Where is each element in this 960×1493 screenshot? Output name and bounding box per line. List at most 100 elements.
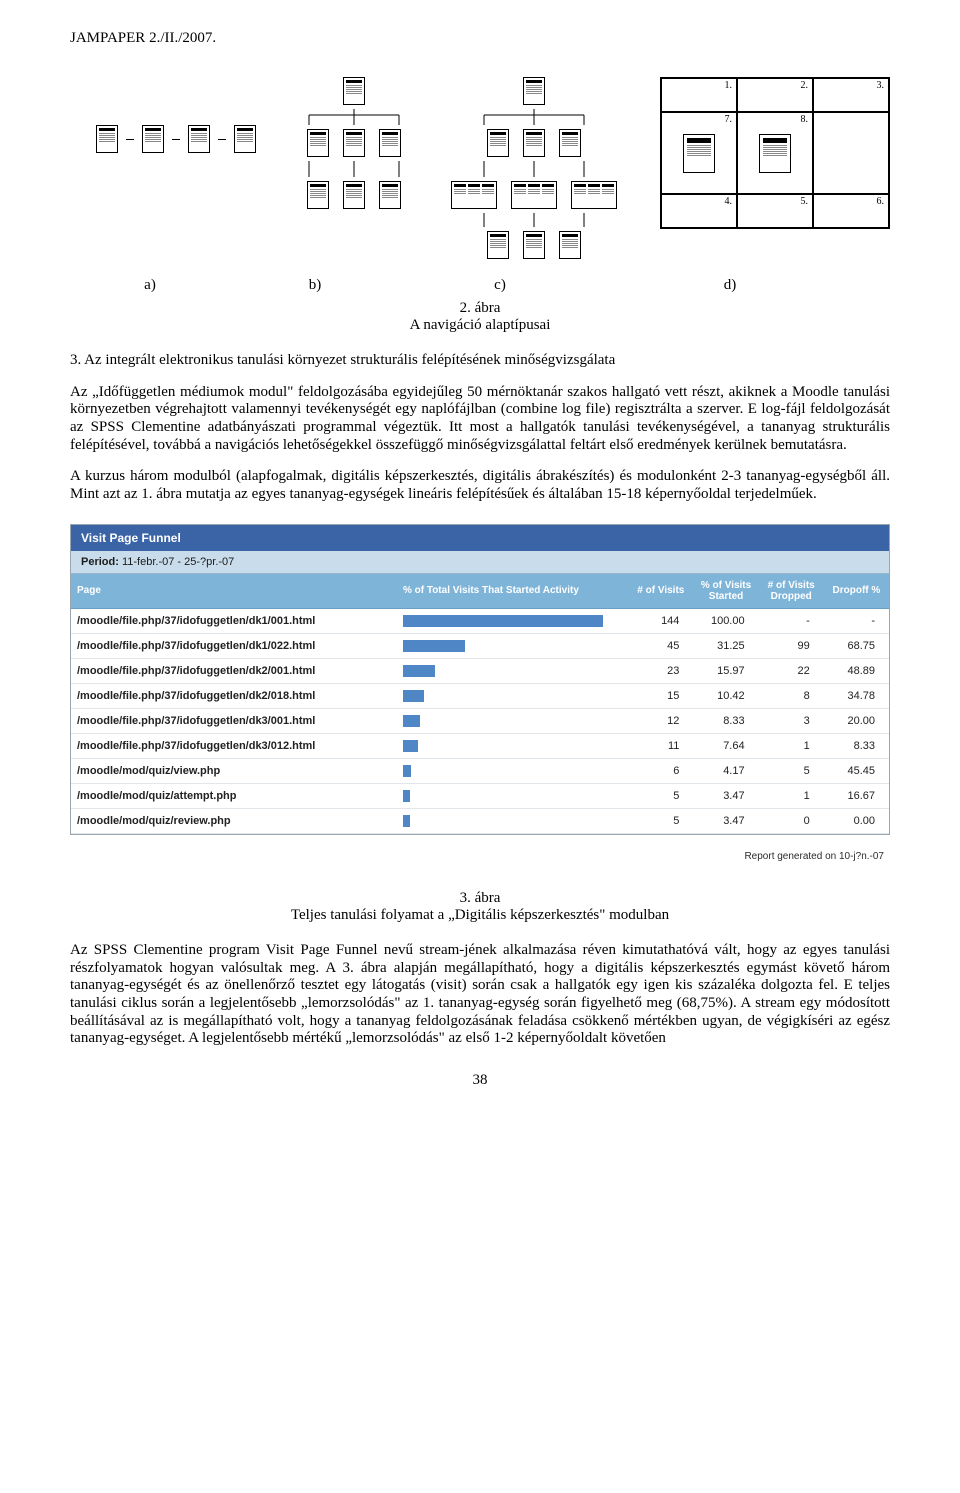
cell-number: 3.: [876, 80, 884, 91]
cell-bar: [397, 708, 628, 733]
table-row: /moodle/file.php/37/idofuggetlen/dk2/018…: [71, 683, 889, 708]
col-dropoff: Dropoff %: [824, 574, 889, 609]
doc-icon: [307, 181, 329, 209]
cell-page: /moodle/file.php/37/idofuggetlen/dk1/022…: [71, 633, 397, 658]
diagram-labels: a) b) c) d): [70, 277, 890, 294]
cell-dropped: 3: [759, 708, 824, 733]
cell-dropped: 1: [759, 733, 824, 758]
multi-doc-icon: [451, 181, 497, 209]
cell-visits: 12: [628, 708, 693, 733]
funnel-header-row: Page % of Total Visits That Started Acti…: [71, 574, 889, 609]
body-paragraph: A kurzus három modulból (alapfogalmak, d…: [70, 468, 890, 503]
cell-visits: 5: [628, 808, 693, 833]
cell-dropoff: 0.00: [824, 808, 889, 833]
cell-pct-started: 7.64: [693, 733, 758, 758]
caption-line: A navigáció alaptípusai: [70, 317, 890, 334]
cell-dropped: 8: [759, 683, 824, 708]
cell-page: /moodle/mod/quiz/view.php: [71, 758, 397, 783]
cell-bar: [397, 658, 628, 683]
table-row: /moodle/file.php/37/idofuggetlen/dk1/022…: [71, 633, 889, 658]
doc-icon: [343, 181, 365, 209]
funnel-screenshot: Visit Page Funnel Period: 11-febr.-07 - …: [70, 524, 890, 835]
funnel-period: Period: 11-febr.-07 - 25-?pr.-07: [71, 551, 889, 574]
cell-bar: [397, 758, 628, 783]
section-heading: 3. Az integrált elektronikus tanulási kö…: [70, 352, 890, 370]
doc-icon: [188, 125, 210, 153]
report-generated: Report generated on 10-j?n.-07: [70, 845, 890, 864]
doc-icon: [759, 134, 791, 173]
cell-dropoff: 48.89: [824, 658, 889, 683]
cell-visits: 5: [628, 783, 693, 808]
col-visits: # of Visits: [628, 574, 693, 609]
doc-icon: [142, 125, 164, 153]
doc-icon: [343, 77, 365, 105]
doc-icon: [307, 129, 329, 157]
table-row: /moodle/file.php/37/idofuggetlen/dk2/001…: [71, 658, 889, 683]
cell-dropoff: 45.45: [824, 758, 889, 783]
cell-dropoff: 68.75: [824, 633, 889, 658]
cell-visits: 15: [628, 683, 693, 708]
cell-dropoff: 8.33: [824, 733, 889, 758]
cell-bar: [397, 808, 628, 833]
doc-icon: [343, 129, 365, 157]
table-row: /moodle/file.php/37/idofuggetlen/dk3/001…: [71, 708, 889, 733]
col-pct-started: % of Visits Started: [693, 574, 758, 609]
doc-icon: [683, 134, 715, 173]
cell-number: 4.: [724, 196, 732, 207]
cell-dropped: 22: [759, 658, 824, 683]
doc-icon: [523, 77, 545, 105]
label-c: c): [400, 277, 600, 294]
cell-visits: 11: [628, 733, 693, 758]
cell-pct-started: 15.97: [693, 658, 758, 683]
cell-pct-started: 3.47: [693, 783, 758, 808]
doc-icon: [487, 231, 509, 259]
cell-bar: [397, 783, 628, 808]
cell-visits: 45: [628, 633, 693, 658]
doc-icon: [523, 129, 545, 157]
table-row: /moodle/mod/quiz/attempt.php 53.47116.67: [71, 783, 889, 808]
table-row: /moodle/mod/quiz/view.php64.17545.45: [71, 758, 889, 783]
cell-page: /moodle/mod/quiz/review.php: [71, 808, 397, 833]
diagram-c: [451, 77, 617, 259]
diagram-a: [96, 125, 256, 153]
cell-bar: [397, 683, 628, 708]
cell-number: 2.: [800, 80, 808, 91]
doc-icon: [559, 231, 581, 259]
funnel-table: Page % of Total Visits That Started Acti…: [71, 574, 889, 834]
cell-number: 1.: [724, 80, 732, 91]
table-row: /moodle/mod/quiz/review.php53.4700.00: [71, 808, 889, 833]
doc-icon: [379, 129, 401, 157]
table-row: /moodle/file.php/37/idofuggetlen/dk1/001…: [71, 608, 889, 633]
cell-page: /moodle/file.php/37/idofuggetlen/dk3/001…: [71, 708, 397, 733]
cell-number: 7.: [724, 114, 732, 125]
cell-dropoff: 20.00: [824, 708, 889, 733]
table-row: /moodle/file.php/37/idofuggetlen/dk3/012…: [71, 733, 889, 758]
doc-icon: [96, 125, 118, 153]
cell-visits: 23: [628, 658, 693, 683]
period-label: Period:: [81, 556, 119, 568]
col-page: Page: [71, 574, 397, 609]
cell-page: /moodle/file.php/37/idofuggetlen/dk1/001…: [71, 608, 397, 633]
cell-number: 8.: [800, 114, 808, 125]
cell-dropped: 1: [759, 783, 824, 808]
cell-pct-started: 100.00: [693, 608, 758, 633]
diagram-b: [299, 77, 409, 209]
body-paragraph: Az SPSS Clementine program Visit Page Fu…: [70, 942, 890, 1048]
figure-3-caption: 3. ábra Teljes tanulási folyamat a „Digi…: [70, 890, 890, 924]
cell-page: /moodle/mod/quiz/attempt.php: [71, 783, 397, 808]
cell-pct-started: 10.42: [693, 683, 758, 708]
caption-line: Teljes tanulási folyamat a „Digitális ké…: [70, 907, 890, 924]
doc-icon: [523, 231, 545, 259]
label-b: b): [230, 277, 400, 294]
cell-bar: [397, 608, 628, 633]
cell-dropped: 0: [759, 808, 824, 833]
body-paragraph: Az „Időfüggetlen médiumok modul" feldolg…: [70, 384, 890, 455]
nav-diagrams: 1. 2. 3. 7. 8. 4. 5. 6.: [70, 77, 890, 259]
page-number: 38: [70, 1072, 890, 1089]
doc-icon: [487, 129, 509, 157]
cell-dropoff: 16.67: [824, 783, 889, 808]
cell-bar: [397, 633, 628, 658]
cell-page: /moodle/file.php/37/idofuggetlen/dk2/018…: [71, 683, 397, 708]
doc-icon: [559, 129, 581, 157]
cell-dropped: 5: [759, 758, 824, 783]
